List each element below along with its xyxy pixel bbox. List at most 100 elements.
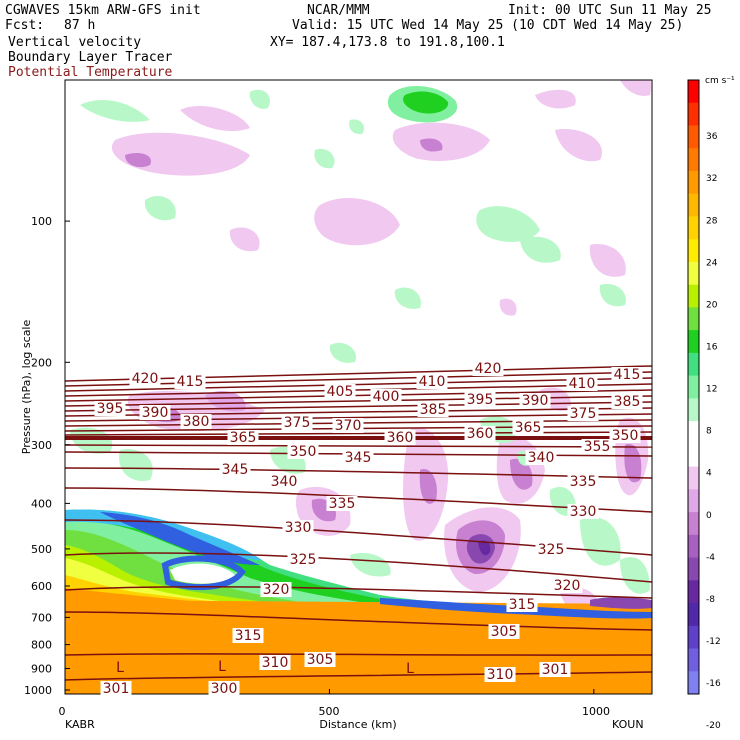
contour-label: 310 <box>487 667 514 683</box>
y-tick-label: 800 <box>31 639 52 652</box>
contour-label-bg <box>611 367 643 382</box>
colorbar-label: 32 <box>706 174 717 184</box>
org-label: NCAR/MMM <box>307 3 370 18</box>
colorbar-label: 16 <box>706 343 718 353</box>
colorbar-swatch <box>688 625 699 649</box>
contour-label: 310 <box>262 655 289 671</box>
low-marker: L <box>116 660 124 676</box>
colorbar-label: 4 <box>706 469 712 479</box>
colorbar-swatch <box>688 352 699 377</box>
contour-label-bg <box>611 394 643 409</box>
x-tick-0: 0 <box>59 705 66 718</box>
colorbar-swatch <box>688 125 699 149</box>
contour-label-bg <box>581 439 613 454</box>
field-boundary-layer: Boundary Layer Tracer <box>8 50 173 65</box>
colorbar-swatch <box>688 148 699 172</box>
colorbar-swatch <box>688 261 699 286</box>
contour-label: 420 <box>475 361 502 377</box>
contour-label-bg <box>232 628 264 643</box>
contour-label-bg <box>180 414 212 429</box>
colorbar-swatch <box>688 239 699 263</box>
contour-label-bg <box>370 389 402 404</box>
colorbar-label: 8 <box>706 427 712 437</box>
contour-label: 385 <box>420 402 447 418</box>
shaded-fields <box>65 80 652 694</box>
contour-label-bg <box>342 450 374 465</box>
contour-label: 300 <box>211 681 238 697</box>
contour-label: 365 <box>230 430 257 446</box>
colorbar-swatch <box>688 648 699 672</box>
y-axis-label: Pressure (hPa), log scale <box>20 320 33 455</box>
contour-label-bg <box>417 402 449 417</box>
contour-label: 335 <box>570 474 597 490</box>
contour-label-bg <box>609 428 641 443</box>
contour-label: 405 <box>327 384 354 400</box>
colorbar-swatch <box>688 466 699 490</box>
contour-label: 330 <box>285 520 312 536</box>
contour-label: 410 <box>419 374 446 390</box>
contour-label-bg <box>324 384 356 399</box>
contour-label: 415 <box>614 367 641 383</box>
contour-label: 340 <box>271 474 298 490</box>
contour-label: 315 <box>509 597 536 613</box>
contour-label: 420 <box>132 371 159 387</box>
x-tick-1000: 1000 <box>582 705 610 718</box>
fcst-value: 87 h <box>64 18 96 33</box>
contour-label-bg <box>535 542 567 557</box>
contour-label: 320 <box>554 578 581 594</box>
colorbar-label: 0 <box>706 511 712 521</box>
colorbar-label: 36 <box>706 132 718 142</box>
contour-label-bg <box>268 474 300 489</box>
y-tick-label: 300 <box>31 439 52 452</box>
contour-label: 305 <box>307 652 334 668</box>
field-potential-temp: Potential Temperature <box>8 65 173 80</box>
contour-label-bg <box>219 462 251 477</box>
colorbar-swatch <box>688 557 699 581</box>
fcst-label: Fcst: <box>5 18 45 33</box>
contour-label: 395 <box>97 401 124 417</box>
contour-label-bg <box>519 393 551 408</box>
colorbar-swatch <box>688 193 699 217</box>
colorbar-swatch <box>688 512 699 536</box>
colorbar-label: -4 <box>706 553 715 563</box>
contour-label: 375 <box>284 415 311 431</box>
colorbar-label: -20 <box>706 721 721 731</box>
contour-label: 365 <box>515 420 542 436</box>
contour-label-bg <box>464 392 496 407</box>
y-tick-label: 400 <box>31 497 52 510</box>
model-title: CGWAVES 15km ARW-GFS init <box>5 3 201 18</box>
contour-label: 350 <box>290 444 317 460</box>
contour-label: 301 <box>103 681 130 697</box>
contour-label-bg <box>488 624 520 639</box>
colorbar-swatch <box>688 307 699 331</box>
contour-label: 345 <box>345 450 372 466</box>
contour-label: 415 <box>177 374 204 390</box>
low-marker: L <box>218 659 226 675</box>
contour-label: 301 <box>542 662 569 678</box>
contour-label-bg <box>567 406 599 421</box>
y-tick-label: 1000 <box>24 684 52 697</box>
contour-label: 345 <box>222 462 249 478</box>
contour-label: 320 <box>263 582 290 598</box>
contour-label: 395 <box>467 392 494 408</box>
contour-label: 370 <box>335 418 362 434</box>
contour-label-bg <box>100 681 132 696</box>
colorbar-label: -16 <box>706 679 721 689</box>
contour-label-bg <box>472 361 504 376</box>
contour-label-bg <box>525 450 557 465</box>
contour-label-bg <box>484 667 516 682</box>
low-marker: L <box>406 661 414 677</box>
contour-label: 390 <box>142 405 169 421</box>
colorbar-swatch <box>688 375 699 399</box>
contour-label: 340 <box>528 450 555 466</box>
contour-label-bg <box>566 376 598 391</box>
contour-label: 325 <box>538 542 565 558</box>
contour-label: 335 <box>329 496 356 512</box>
contour-label-bg <box>208 681 240 696</box>
valid-time: Valid: 15 UTC Wed 14 May 25 (10 CDT Wed … <box>292 18 684 33</box>
contour-label-bg <box>281 415 313 430</box>
contour-label-bg <box>464 426 496 441</box>
xy-coords: XY= 187.4,173.8 to 191.8,100.1 <box>270 35 505 50</box>
contour-label-bg <box>282 520 314 535</box>
